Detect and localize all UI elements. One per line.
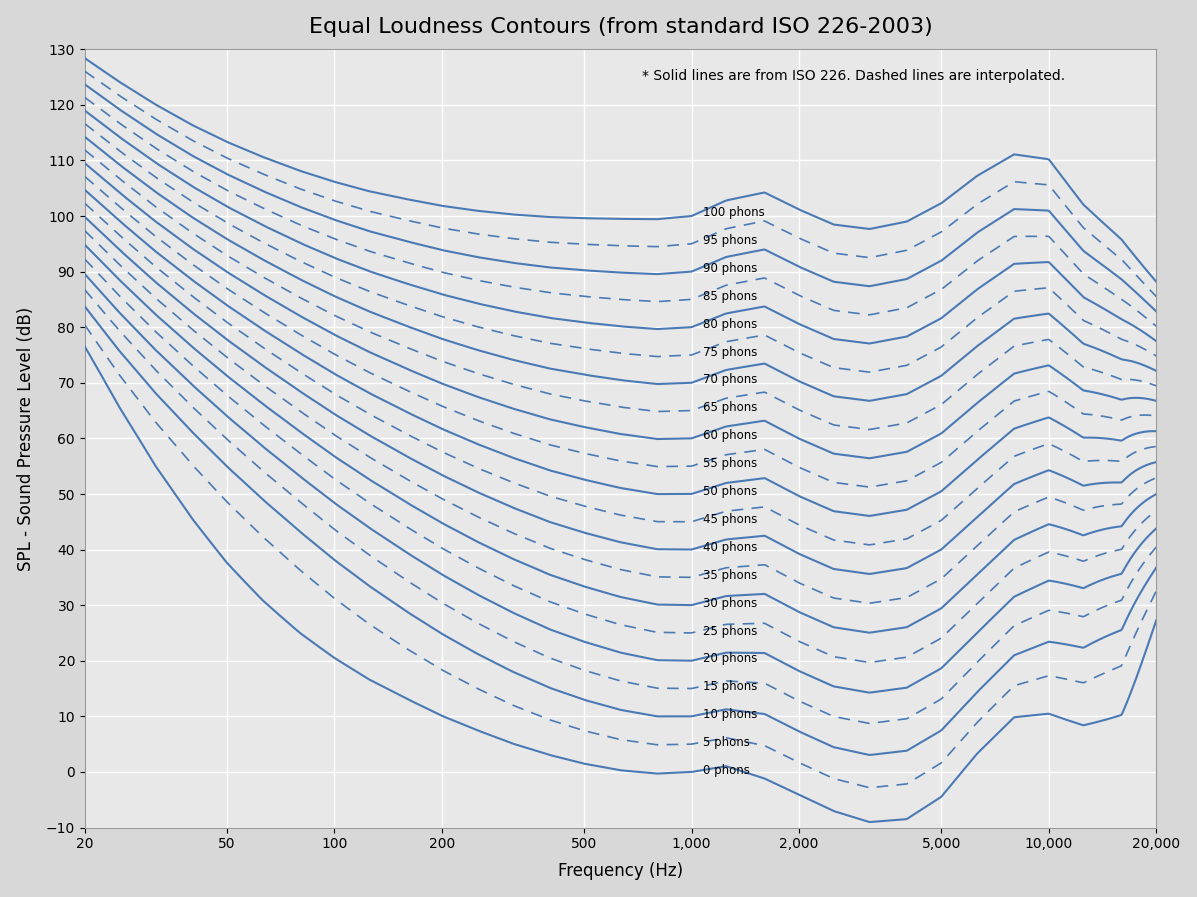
Text: 25 phons: 25 phons xyxy=(704,624,758,638)
Text: 45 phons: 45 phons xyxy=(704,513,758,526)
Text: 5 phons: 5 phons xyxy=(704,736,751,749)
Text: 65 phons: 65 phons xyxy=(704,401,758,414)
Y-axis label: SPL - Sound Pressure Level (dB): SPL - Sound Pressure Level (dB) xyxy=(17,306,35,570)
Text: 70 phons: 70 phons xyxy=(704,373,758,387)
Text: 80 phons: 80 phons xyxy=(704,318,758,331)
Text: 40 phons: 40 phons xyxy=(704,541,758,553)
Title: Equal Loudness Contours (from standard ISO 226-2003): Equal Loudness Contours (from standard I… xyxy=(309,17,932,37)
Text: 100 phons: 100 phons xyxy=(704,206,765,219)
Text: * Solid lines are from ISO 226. Dashed lines are interpolated.: * Solid lines are from ISO 226. Dashed l… xyxy=(642,69,1065,83)
Text: 75 phons: 75 phons xyxy=(704,345,758,359)
X-axis label: Frequency (Hz): Frequency (Hz) xyxy=(558,862,683,880)
Text: 50 phons: 50 phons xyxy=(704,485,758,498)
Text: 95 phons: 95 phons xyxy=(704,234,758,247)
Text: 35 phons: 35 phons xyxy=(704,569,758,582)
Text: 90 phons: 90 phons xyxy=(704,262,758,274)
Text: 20 phons: 20 phons xyxy=(704,652,758,666)
Text: 85 phons: 85 phons xyxy=(704,290,758,303)
Text: 15 phons: 15 phons xyxy=(704,680,758,693)
Text: 55 phons: 55 phons xyxy=(704,457,758,470)
Text: 0 phons: 0 phons xyxy=(704,764,751,777)
Text: 60 phons: 60 phons xyxy=(704,430,758,442)
Text: 30 phons: 30 phons xyxy=(704,597,758,610)
Text: 10 phons: 10 phons xyxy=(704,709,758,721)
